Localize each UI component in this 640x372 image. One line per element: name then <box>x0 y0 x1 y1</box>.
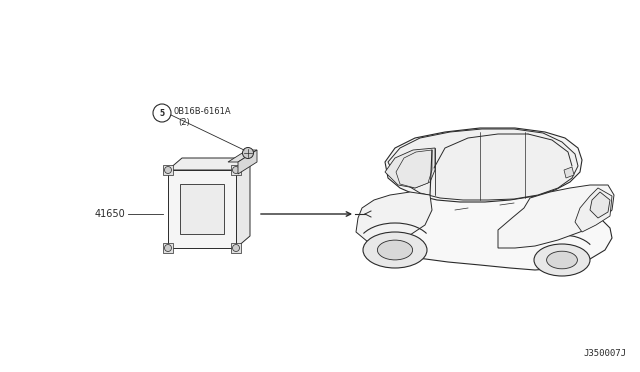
Ellipse shape <box>547 251 577 269</box>
Circle shape <box>232 167 239 173</box>
Circle shape <box>153 104 171 122</box>
Ellipse shape <box>378 240 413 260</box>
Circle shape <box>164 167 172 173</box>
Polygon shape <box>163 165 173 175</box>
Polygon shape <box>385 148 435 188</box>
Polygon shape <box>434 134 572 197</box>
Circle shape <box>164 244 172 251</box>
Text: (2): (2) <box>178 118 189 126</box>
Polygon shape <box>238 150 257 174</box>
Polygon shape <box>228 150 257 162</box>
Text: J350007J: J350007J <box>583 349 626 358</box>
Polygon shape <box>356 192 432 242</box>
Circle shape <box>232 244 239 251</box>
Polygon shape <box>575 188 612 232</box>
Circle shape <box>243 148 253 158</box>
Ellipse shape <box>363 232 427 268</box>
Polygon shape <box>231 165 241 175</box>
Polygon shape <box>236 158 250 248</box>
Polygon shape <box>358 190 612 270</box>
Text: 0B16B-6161A: 0B16B-6161A <box>174 108 232 116</box>
Polygon shape <box>564 167 574 178</box>
Polygon shape <box>388 129 578 200</box>
Text: 41650: 41650 <box>94 209 125 219</box>
Polygon shape <box>231 243 241 253</box>
Polygon shape <box>396 150 432 188</box>
Polygon shape <box>385 128 582 202</box>
Polygon shape <box>163 243 173 253</box>
Ellipse shape <box>534 244 590 276</box>
Polygon shape <box>168 158 250 170</box>
Text: 5: 5 <box>159 109 164 118</box>
Polygon shape <box>590 192 610 218</box>
Polygon shape <box>498 185 614 248</box>
Polygon shape <box>180 184 224 234</box>
Polygon shape <box>168 170 236 248</box>
